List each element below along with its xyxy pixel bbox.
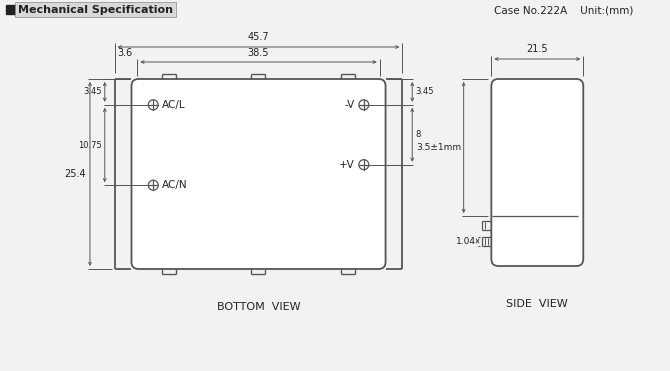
Text: 1.04: 1.04 <box>456 236 476 246</box>
FancyBboxPatch shape <box>131 79 385 269</box>
Text: 3.45: 3.45 <box>415 88 433 96</box>
Text: BOTTOM  VIEW: BOTTOM VIEW <box>216 302 300 312</box>
Text: 3.45: 3.45 <box>83 88 102 96</box>
Text: SIDE  VIEW: SIDE VIEW <box>507 299 568 309</box>
Text: -V: -V <box>344 100 355 110</box>
Text: 8: 8 <box>415 130 421 139</box>
Bar <box>6 5 15 14</box>
Text: 10.75: 10.75 <box>78 141 102 150</box>
Text: 3.6: 3.6 <box>118 48 133 58</box>
Text: AC/N: AC/N <box>162 180 188 190</box>
Text: 45.7: 45.7 <box>248 32 269 42</box>
Text: +V: +V <box>339 160 355 170</box>
Text: Case No.222A    Unit:(mm): Case No.222A Unit:(mm) <box>494 5 634 15</box>
Text: Mechanical Specification: Mechanical Specification <box>18 4 173 14</box>
Text: AC/L: AC/L <box>162 100 186 110</box>
Text: 38.5: 38.5 <box>248 48 269 58</box>
Text: 3.5±1mm: 3.5±1mm <box>417 143 462 152</box>
Text: 25.4: 25.4 <box>64 169 86 179</box>
FancyBboxPatch shape <box>491 79 584 266</box>
Text: 21.5: 21.5 <box>527 44 548 54</box>
